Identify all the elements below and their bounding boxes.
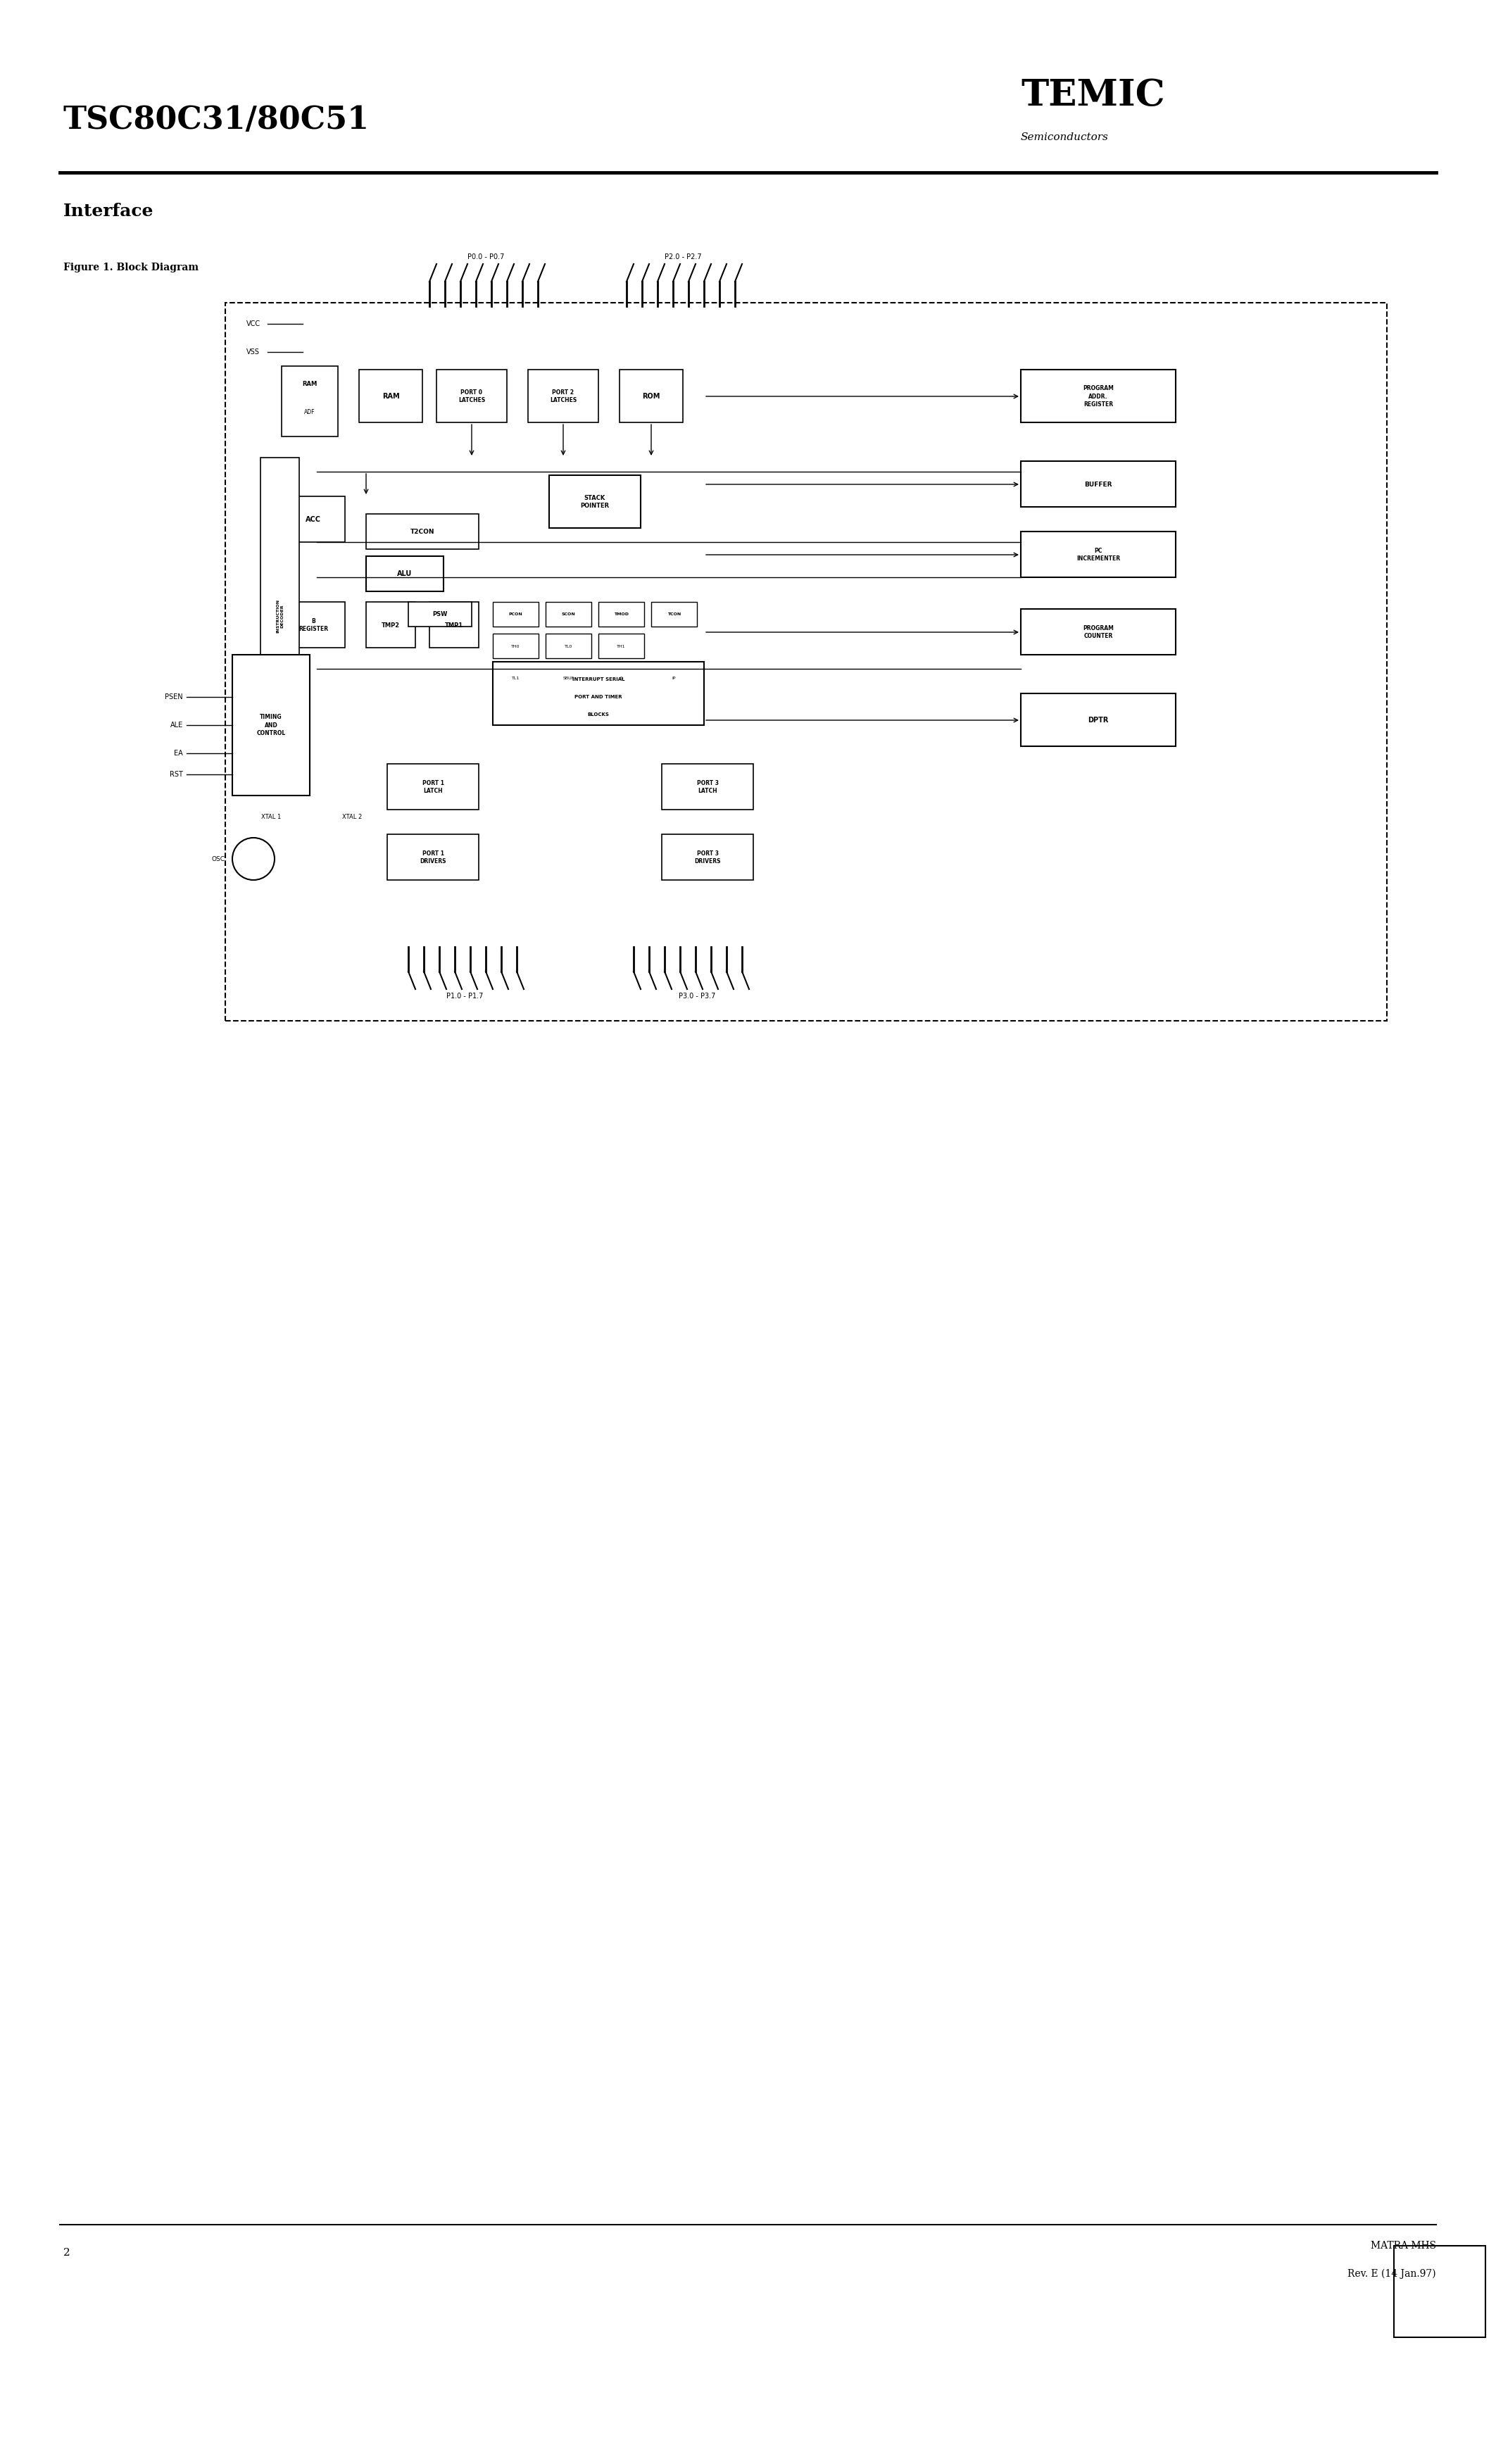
Bar <box>429 601 479 648</box>
Text: BUFFER: BUFFER <box>1085 480 1112 488</box>
Text: PORT 2
LATCHES: PORT 2 LATCHES <box>549 389 576 404</box>
Text: B
REGISTER: B REGISTER <box>299 618 328 633</box>
Text: PORT 1
LATCH: PORT 1 LATCH <box>422 781 444 793</box>
Bar <box>359 370 422 421</box>
Text: P2.0 - P2.7: P2.0 - P2.7 <box>664 254 702 261</box>
Text: TMP1: TMP1 <box>444 621 464 628</box>
Text: SBUF: SBUF <box>562 675 574 680</box>
Bar <box>619 370 682 421</box>
Text: SCON: SCON <box>561 611 576 616</box>
Bar <box>661 835 754 880</box>
Text: RAM: RAM <box>302 379 317 387</box>
Text: TMP2: TMP2 <box>381 621 399 628</box>
Text: PORT 1
DRIVERS: PORT 1 DRIVERS <box>420 850 446 865</box>
Bar <box>281 367 338 436</box>
Text: XTAL 1: XTAL 1 <box>262 813 281 821</box>
Bar <box>546 665 591 690</box>
Text: S: S <box>619 675 622 680</box>
Bar <box>437 370 507 421</box>
Text: TMOD: TMOD <box>613 611 628 616</box>
Text: PC
INCREMENTER: PC INCREMENTER <box>1077 547 1121 562</box>
Text: TL0: TL0 <box>564 646 573 648</box>
Text: INSTRUCTION
DECODER: INSTRUCTION DECODER <box>275 599 284 633</box>
Text: ROM: ROM <box>642 392 660 399</box>
Bar <box>281 495 346 542</box>
Bar <box>492 663 705 724</box>
Bar <box>549 476 640 527</box>
Bar <box>492 633 539 658</box>
Text: Semiconductors: Semiconductors <box>1020 133 1109 143</box>
Bar <box>546 601 591 626</box>
Bar <box>528 370 598 421</box>
Text: Interface: Interface <box>63 202 154 219</box>
Bar <box>598 665 645 690</box>
Text: PSEN: PSEN <box>165 692 183 700</box>
Text: VSS: VSS <box>247 347 260 355</box>
Bar <box>661 764 754 811</box>
Text: ACC: ACC <box>305 515 322 522</box>
Text: P1.0 - P1.7: P1.0 - P1.7 <box>446 993 483 1000</box>
Bar <box>1394 2245 1486 2338</box>
Text: Figure 1. Block Diagram: Figure 1. Block Diagram <box>63 264 199 274</box>
Text: PORT 3
LATCH: PORT 3 LATCH <box>697 781 718 793</box>
Bar <box>546 633 591 658</box>
Bar <box>492 601 539 626</box>
Bar <box>651 601 697 626</box>
Bar <box>492 665 539 690</box>
Bar <box>226 303 1387 1020</box>
Text: P3.0 - P3.7: P3.0 - P3.7 <box>679 993 715 1000</box>
Bar <box>367 601 416 648</box>
Text: ALE: ALE <box>171 722 183 729</box>
Text: 2: 2 <box>63 2247 70 2257</box>
Bar <box>598 633 645 658</box>
Text: PROGRAM
ADDR.
REGISTER: PROGRAM ADDR. REGISTER <box>1083 384 1113 407</box>
Bar <box>367 557 443 591</box>
Text: PORT 3
DRIVERS: PORT 3 DRIVERS <box>694 850 721 865</box>
Text: EA: EA <box>174 749 183 756</box>
Text: PCON: PCON <box>509 611 522 616</box>
Text: INTERRUPT SERIAL: INTERRUPT SERIAL <box>571 678 625 683</box>
Text: ALU: ALU <box>398 569 413 577</box>
Bar <box>281 601 346 648</box>
Bar <box>387 764 479 811</box>
Bar <box>232 655 310 796</box>
Text: MATRA MHS: MATRA MHS <box>1370 2240 1436 2250</box>
Bar <box>408 601 471 626</box>
Text: BLOCKS: BLOCKS <box>588 712 609 717</box>
Text: TEMIC: TEMIC <box>1020 76 1165 113</box>
Bar <box>1020 461 1176 508</box>
Text: PORT AND TIMER: PORT AND TIMER <box>574 695 622 700</box>
Text: TL1: TL1 <box>512 675 519 680</box>
Bar <box>598 601 645 626</box>
Bar <box>1020 609 1176 655</box>
Text: ADF: ADF <box>304 409 316 414</box>
Text: DPTR: DPTR <box>1088 717 1109 724</box>
Bar <box>1020 370 1176 421</box>
Bar <box>387 835 479 880</box>
Text: PROGRAM
COUNTER: PROGRAM COUNTER <box>1083 626 1113 638</box>
Text: Rev. E (14 Jan.97): Rev. E (14 Jan.97) <box>1348 2269 1436 2279</box>
Bar <box>1020 532 1176 577</box>
Text: TH0: TH0 <box>512 646 521 648</box>
Text: TCON: TCON <box>667 611 681 616</box>
Text: PSW: PSW <box>432 611 447 616</box>
Text: TH1: TH1 <box>616 646 625 648</box>
Text: RST: RST <box>169 771 183 779</box>
Text: XTAL 2: XTAL 2 <box>343 813 362 821</box>
Text: TSC80C31/80C51: TSC80C31/80C51 <box>63 103 370 136</box>
Text: VCC: VCC <box>247 320 260 328</box>
Bar <box>260 458 299 774</box>
Text: P0.0 - P0.7: P0.0 - P0.7 <box>467 254 504 261</box>
Text: RAM: RAM <box>381 392 399 399</box>
Bar <box>367 515 479 549</box>
Bar <box>651 665 697 690</box>
Text: IP: IP <box>672 675 676 680</box>
Text: STACK
POINTER: STACK POINTER <box>580 495 609 510</box>
Text: TIMING
AND
CONTROL: TIMING AND CONTROL <box>256 715 286 737</box>
Text: OSC: OSC <box>211 855 224 862</box>
Text: T2CON: T2CON <box>410 527 434 535</box>
Bar <box>1020 692 1176 747</box>
Text: PORT 0
LATCHES: PORT 0 LATCHES <box>458 389 485 404</box>
